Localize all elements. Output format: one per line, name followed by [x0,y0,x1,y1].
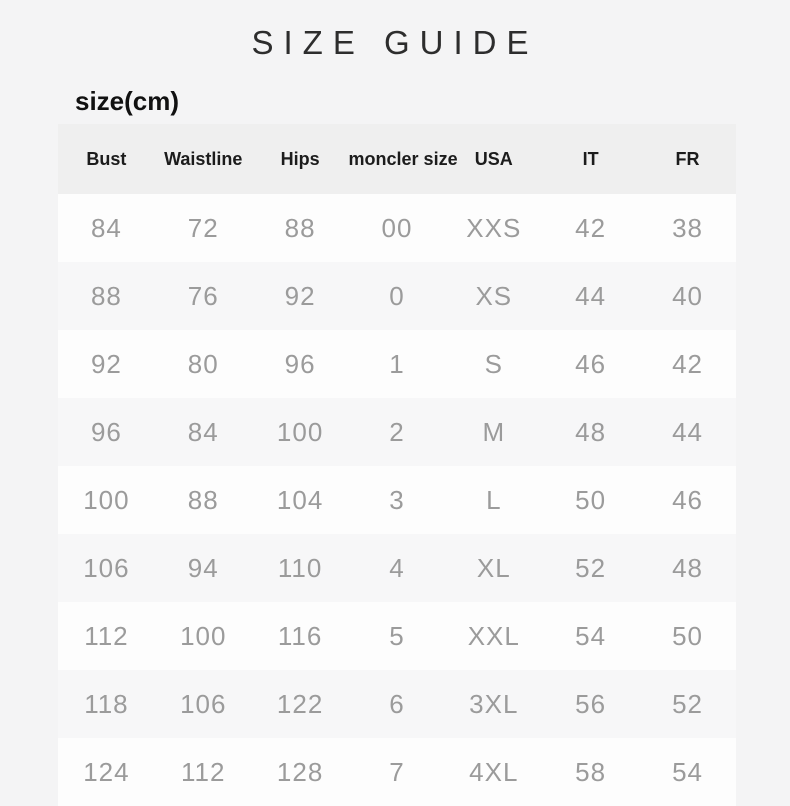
table-cell: 106 [83,552,130,583]
table-cell: 106 [180,688,227,719]
column-header: USA [474,148,513,169]
table-cell: 50 [672,620,703,651]
table-cell: 92 [90,348,122,379]
table-cell: 38 [672,212,703,243]
table-cell: 118 [84,688,129,719]
table-cell: 54 [672,756,703,787]
table-cell: 58 [575,756,607,787]
table-cell: 44 [575,280,607,311]
table-cell: 42 [575,212,607,243]
table-cell: 112 [84,620,129,651]
table-cell: 54 [575,620,607,651]
column-header: Waistline [164,148,243,169]
column-header: Bust [86,148,127,169]
table-cell: 72 [187,212,219,243]
table-cell: 48 [672,552,703,583]
column-header: Hips [280,148,320,169]
table-cell: 1 [389,348,405,379]
table-cell: 52 [672,688,703,719]
table-cell: XL [476,552,511,583]
table-cell: 124 [83,756,130,787]
table-row: 112 100 116 5 XXL 54 50 [58,602,736,670]
table-cell: 100 [276,416,324,447]
table-row: 92 80 96 1 S 46 42 [58,330,736,398]
table-cell: 2 [389,416,405,447]
table-cell: 42 [672,348,703,379]
table-cell: 46 [575,348,607,379]
table-row: 100 88 104 3 L 50 46 [58,466,736,534]
table-cell: 94 [187,552,219,583]
table-cell: 52 [575,552,607,583]
table-cell: 88 [187,484,219,515]
table-row: 88 76 92 0 XS 44 40 [58,262,736,330]
table-cell: S [484,348,503,379]
table-cell: 122 [276,688,324,719]
table-cell: 56 [575,688,607,719]
table-cell: 48 [575,416,607,447]
table-cell: 84 [90,212,122,243]
table-cell: 88 [90,280,122,311]
table-cell: 100 [83,484,130,515]
size-table: Bust Waistline Hips moncler size USA IT FR 84 7… [58,124,736,806]
table-row: 124 112 128 7 4XL 58 54 [58,738,736,806]
column-header: moncler size [348,148,458,169]
table-cell: 104 [276,484,324,515]
table-row: 84 72 88 00 XXS 42 38 [58,194,736,262]
table-cell: L [486,484,502,515]
size-table-body: 84 72 88 00 XXS 42 38 88 76 92 0 XS 44 40 92 80 96 1 S 46 42… [58,194,736,806]
table-cell: 96 [284,348,316,379]
table-cell: M [482,416,506,447]
table-cell: 88 [284,212,316,243]
table-cell: 112 [181,756,226,787]
table-cell: 6 [389,688,405,719]
table-row: 106 94 110 4 XL 52 48 [58,534,736,602]
table-cell: 100 [180,620,227,651]
table-cell: XXL [467,620,520,651]
table-cell: 3XL [469,688,519,719]
table-cell: 110 [277,552,323,583]
table-cell: 76 [187,280,219,311]
table-cell: 128 [276,756,324,787]
table-cell: 96 [90,416,122,447]
size-table-head: Bust Waistline Hips moncler size USA IT FR [58,124,736,194]
table-cell: 5 [389,620,405,651]
table-cell: 46 [672,484,703,515]
table-cell: XS [475,280,513,311]
table-cell: 7 [389,756,405,787]
table-cell: 00 [381,212,413,243]
size-table-container: Bust Waistline Hips moncler size USA IT FR 84 7… [58,124,736,806]
table-cell: 40 [672,280,703,311]
column-header: IT [582,148,599,169]
unit-label: size(cm) [75,86,180,116]
table-row: 118 106 122 6 3XL 56 52 [58,670,736,738]
table-cell: 50 [575,484,607,515]
table-cell: 84 [187,416,219,447]
table-cell: 80 [187,348,219,379]
table-cell: 44 [672,416,703,447]
table-cell: 4XL [469,756,519,787]
table-row: 96 84 100 2 M 48 44 [58,398,736,466]
column-header: FR [675,148,700,169]
table-cell: 3 [389,484,405,515]
table-cell: 4 [389,552,405,583]
table-cell: 116 [277,620,323,651]
table-cell: 92 [284,280,316,311]
table-cell: XXS [466,212,522,243]
page-title: SIZE GUIDE [251,24,539,61]
table-cell: 0 [389,280,405,311]
header-row: Bust Waistline Hips moncler size USA IT FR [58,124,736,194]
